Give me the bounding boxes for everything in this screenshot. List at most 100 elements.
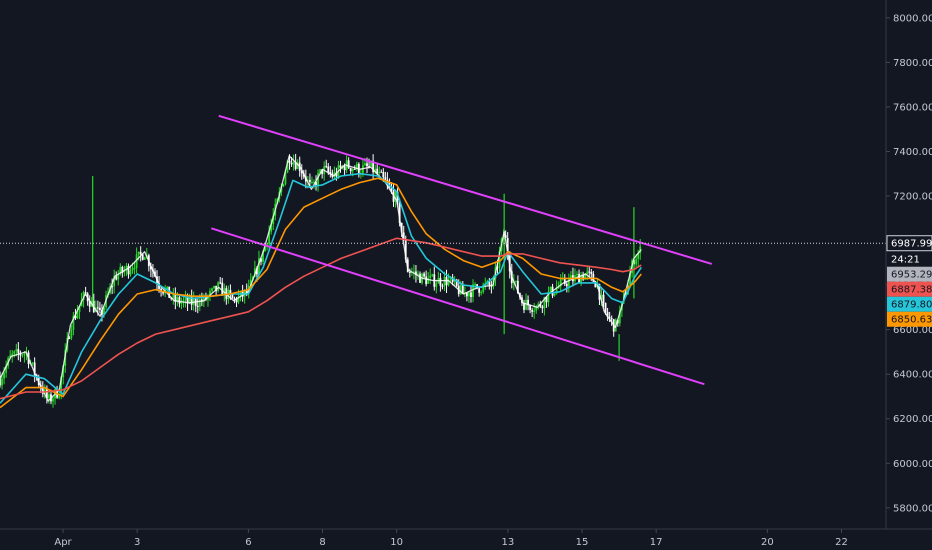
trend-line-upper[interactable] — [218, 114, 713, 265]
candle-body — [229, 289, 232, 295]
candle-body — [162, 291, 165, 294]
candle-body — [23, 353, 26, 356]
x-tick-label: 15 — [576, 537, 589, 548]
candle-body — [580, 275, 582, 284]
candle-body — [625, 293, 627, 295]
y-tick-label: 6600.00 — [893, 325, 932, 336]
candle-body — [474, 284, 476, 286]
countdown-tag-bg — [887, 251, 932, 267]
trend-line-lower[interactable] — [211, 227, 705, 386]
y-tick-label: 7400.00 — [893, 147, 932, 158]
candle-body — [166, 286, 169, 290]
candle-body — [180, 301, 183, 304]
plot-area[interactable] — [0, 114, 886, 409]
candle-body — [211, 288, 213, 291]
candle-body — [111, 286, 114, 288]
trend-channel-lines[interactable] — [211, 114, 713, 386]
candle-body — [364, 163, 366, 166]
candle-body — [52, 398, 54, 402]
candle-body — [288, 160, 291, 163]
candle-body — [404, 240, 407, 260]
candle-body — [604, 302, 607, 313]
candle-body — [402, 232, 405, 241]
candle-body — [610, 318, 613, 320]
candle-body — [202, 295, 205, 302]
candle-body — [143, 257, 146, 260]
candle-body — [221, 282, 224, 296]
candle-body — [498, 251, 501, 268]
x-tick-label: Apr — [54, 537, 72, 548]
candle-body — [0, 378, 1, 386]
candle-body — [351, 168, 354, 172]
candle-body — [569, 275, 572, 279]
candle-body — [313, 181, 315, 183]
candle-body — [355, 163, 358, 170]
indicator-tag-label: 6879.80 — [891, 300, 932, 311]
candle-body — [459, 285, 462, 295]
candle-body — [119, 267, 122, 275]
candle-body — [182, 299, 185, 302]
candle-body — [516, 280, 519, 294]
candle-body — [88, 301, 91, 307]
candle-body — [198, 299, 201, 307]
candle-body — [5, 365, 8, 373]
candle-body — [123, 270, 126, 273]
candle-body — [21, 355, 24, 357]
candle-body — [563, 277, 566, 284]
candle-body — [435, 283, 438, 287]
candle-body — [629, 273, 631, 285]
candle-body — [415, 271, 417, 275]
candle-body — [567, 278, 570, 287]
candle-body — [539, 303, 542, 307]
candle-body — [523, 302, 525, 310]
candle-body — [139, 251, 142, 255]
x-tick-label: 3 — [134, 537, 140, 548]
candle-body — [258, 258, 260, 275]
candle-body — [282, 183, 285, 187]
candle-body — [527, 299, 529, 306]
candle-body — [125, 265, 128, 271]
indicator-tag-bg — [887, 296, 932, 312]
candle-body — [382, 172, 385, 178]
y-tick-label: 6000.00 — [893, 459, 932, 470]
candle-body — [72, 315, 75, 330]
candle-body — [541, 306, 544, 309]
candle-body — [300, 170, 303, 174]
candle-body — [488, 281, 491, 286]
candle-body — [423, 273, 425, 277]
candle-body — [368, 166, 370, 168]
candle-body — [284, 172, 287, 184]
candle-body — [315, 181, 317, 186]
candle-body — [213, 285, 215, 289]
candle-body — [553, 293, 556, 296]
candle-body — [121, 267, 124, 273]
x-tick-label: 20 — [761, 537, 774, 548]
candle-body — [70, 329, 73, 339]
candle-body — [158, 283, 160, 289]
candle-body — [600, 294, 603, 300]
candle-body — [466, 292, 468, 297]
candle-body — [545, 297, 548, 303]
time-axis[interactable]: Apr 3 6 8 10 13 15 17 20 22 — [54, 529, 848, 548]
ma-line-3 — [0, 237, 642, 400]
indicator-tag-label: 6953.29 — [891, 270, 932, 281]
candle-body — [231, 294, 234, 299]
candle-body — [237, 295, 240, 303]
candle-body — [547, 291, 550, 303]
candle-body — [376, 168, 379, 174]
candle-body — [174, 294, 177, 302]
price-tags: 6987.99 24:21 6953.29 6887.38 6879.80 6850.63 — [886, 235, 932, 327]
candle-body — [496, 267, 499, 269]
candle-body — [58, 395, 61, 398]
candle-body — [347, 160, 350, 169]
candle-body — [417, 273, 419, 275]
ma-line-0 — [0, 155, 642, 402]
indicator-tag-label: 6850.63 — [891, 315, 932, 326]
x-tick-label: 6 — [245, 537, 251, 548]
candle-body — [129, 270, 132, 275]
candle-body — [439, 277, 442, 286]
candle-body — [408, 271, 411, 273]
candle-body — [549, 286, 552, 292]
candle-body — [325, 166, 328, 168]
